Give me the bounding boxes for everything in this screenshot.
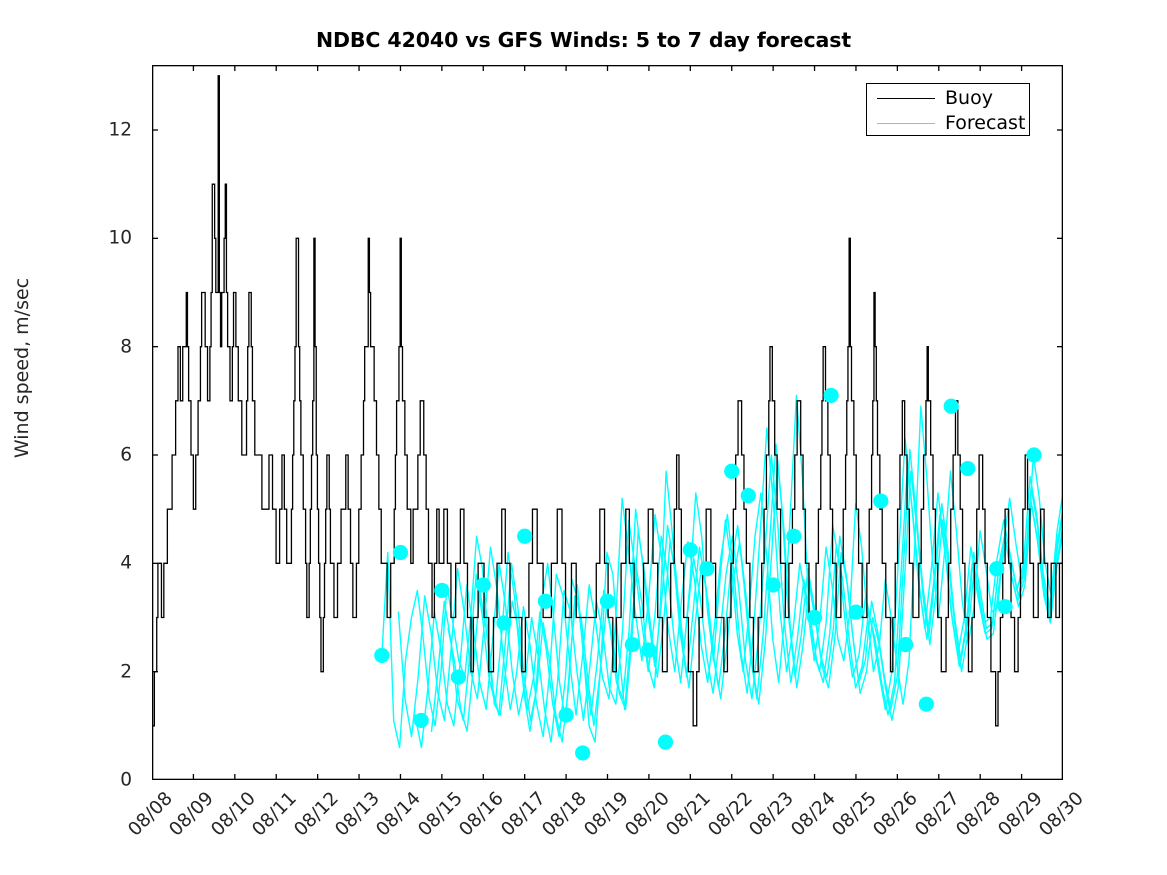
forecast-marker-25 <box>898 636 914 653</box>
forecast-5day <box>381 394 1063 749</box>
forecast-marker-7 <box>517 528 533 544</box>
forecast-marker-15 <box>682 542 698 558</box>
x-tick-label: 08/26 <box>869 788 923 841</box>
forecast-marker-8 <box>537 593 553 609</box>
forecast-marker-30 <box>997 599 1013 615</box>
forecast-marker-2 <box>413 712 429 729</box>
x-tick-label: 08/12 <box>289 788 343 841</box>
x-tick-label: 08/18 <box>538 788 591 841</box>
forecast-marker-24 <box>873 493 889 509</box>
x-tick-label: 08/08 <box>124 788 177 841</box>
forecast-marker-22 <box>823 387 839 404</box>
y-tick-label: 0 <box>120 769 132 791</box>
y-tick-label: 4 <box>120 552 132 574</box>
x-tick-label: 08/23 <box>745 788 798 841</box>
forecast-marker-1 <box>392 544 409 561</box>
forecast-marker-26 <box>918 696 934 712</box>
x-tick-label: 08/17 <box>496 788 550 841</box>
x-tick-label: 08/09 <box>165 788 219 841</box>
x-tick-label: 08/21 <box>662 788 716 841</box>
forecast-marker-9 <box>558 707 574 723</box>
forecast-marker-31 <box>1026 447 1042 463</box>
forecast-marker-5 <box>475 577 491 593</box>
forecast-marker-3 <box>434 582 450 599</box>
forecast-marker-14 <box>657 734 674 750</box>
forecast-marker-11 <box>599 593 616 609</box>
legend-label-buoy: Buoy <box>945 86 993 109</box>
x-tick-label: 08/10 <box>207 788 260 841</box>
forecast-marker-23 <box>848 604 864 620</box>
x-tick-label: 08/13 <box>331 788 384 841</box>
chart-title: NDBC 42040 vs GFS Winds: 5 to 7 day fore… <box>315 28 852 52</box>
plot-area <box>152 65 1063 780</box>
x-tick-label: 08/29 <box>993 788 1047 841</box>
legend-label-forecast: Forecast <box>945 111 1026 134</box>
y-axis-tick-labels: 0 2 4 6 8 10 12 <box>0 65 142 791</box>
x-tick-label: 08/11 <box>248 788 302 841</box>
forecast-marker-29 <box>989 561 1005 577</box>
x-tick-label: 08/30 <box>1035 788 1088 841</box>
forecast-extra-a <box>430 443 1063 738</box>
x-tick-label: 08/27 <box>911 788 964 841</box>
forecast-marker-19 <box>765 577 781 593</box>
x-tick-label: 08/28 <box>952 788 1006 841</box>
x-tick-label: 08/15 <box>414 788 467 841</box>
y-tick-label: 10 <box>108 227 132 249</box>
forecast-marker-12 <box>624 636 640 653</box>
plot-canvas <box>152 65 1063 780</box>
forecast-marker-27 <box>943 398 959 414</box>
forecast-marker-28 <box>960 460 976 477</box>
legend-entry-forecast: Forecast <box>867 110 1031 136</box>
x-tick-label: 08/24 <box>786 788 840 841</box>
legend-entry-buoy: Buoy <box>867 85 1031 111</box>
y-tick-label: 8 <box>120 336 132 358</box>
forecast-marker-18 <box>740 488 756 504</box>
x-tick-label: 08/16 <box>455 788 509 841</box>
chart-legend: Buoy Forecast <box>866 83 1030 136</box>
forecast-marker-4 <box>450 669 467 685</box>
forecast-extra-b <box>447 459 1063 743</box>
y-tick-label: 12 <box>108 119 132 141</box>
x-tick-label: 08/20 <box>621 788 674 841</box>
y-tick-label: 6 <box>120 444 132 466</box>
y-tick-label: 2 <box>120 661 132 683</box>
forecast-marker-0 <box>374 647 390 664</box>
forecast-7day <box>414 454 1063 749</box>
forecast-marker-13 <box>641 642 657 658</box>
x-tick-label: 08/25 <box>828 788 881 841</box>
x-tick-label: 08/19 <box>579 788 633 841</box>
forecast-marker-17 <box>724 463 740 479</box>
legend-swatch-buoy <box>877 97 935 99</box>
forecast-marker-16 <box>699 561 715 577</box>
x-axis-tick-labels: 08/08 08/09 08/10 08/11 08/12 08/13 08/14 08/15… <box>124 780 1088 875</box>
buoy-series-line <box>152 75 1063 727</box>
legend-swatch-forecast <box>877 122 935 124</box>
forecast-marker-21 <box>806 609 823 626</box>
x-tick-label: 08/14 <box>372 788 426 841</box>
x-tick-label: 08/22 <box>704 788 757 841</box>
forecast-marker-6 <box>496 615 512 631</box>
forecast-marker-10 <box>575 745 591 761</box>
forecast-marker-20 <box>786 528 802 544</box>
